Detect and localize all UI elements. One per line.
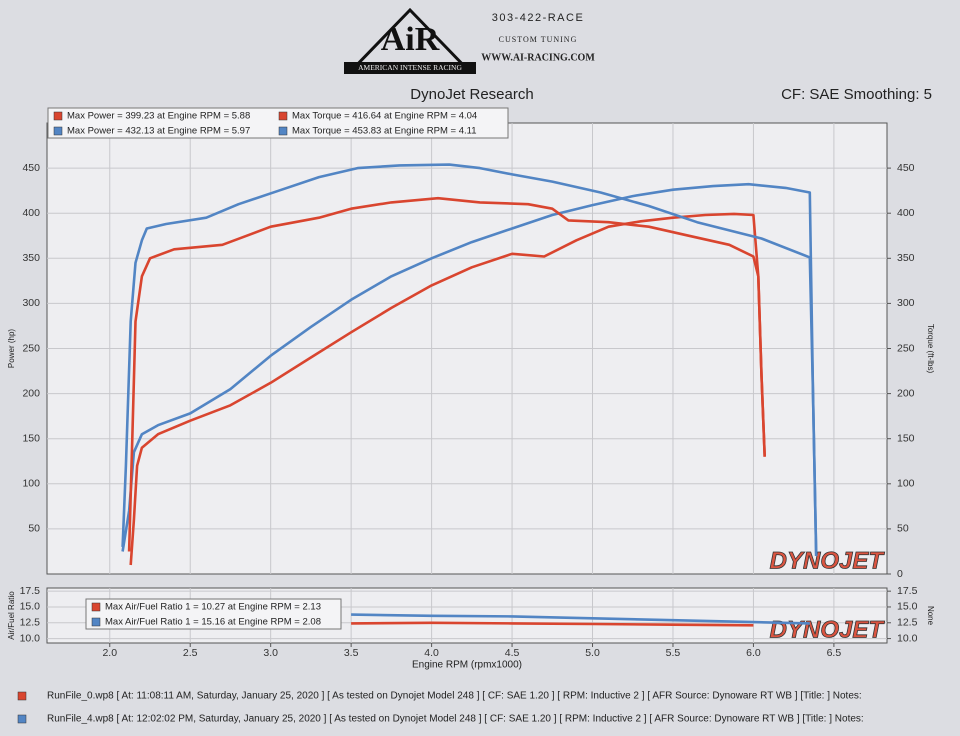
chart-subtitle: CF: SAE Smoothing: 5	[781, 86, 932, 103]
y-tick-label: 350	[22, 252, 40, 264]
y2-tick-label: 15.0	[897, 601, 918, 613]
plots: 50 100 150 200 250 300 350 400 450 0 50 100 150 200 25…	[7, 107, 935, 671]
legend-label: Max Air/Fuel Ratio 1 = 10.27 at Engine R…	[105, 602, 321, 613]
y-tick-label: 200	[22, 387, 40, 399]
y2-tick-label: 17.5	[897, 585, 918, 597]
y-tick-label: 250	[22, 342, 40, 354]
x-tick-label: 5.0	[585, 647, 600, 659]
y-tick-label: 17.5	[20, 585, 41, 597]
x-tick-label: 3.0	[263, 647, 278, 659]
series-line	[129, 212, 766, 566]
y2-tick-label: 350	[897, 252, 915, 264]
chart-title: DynoJet Research	[410, 86, 533, 103]
x-tick-label: 4.5	[505, 647, 520, 659]
series-line	[351, 613, 810, 625]
footer: RunFile_0.wp8 [ At: 11:08:11 AM, Saturda…	[17, 691, 864, 725]
y2-tick-label: 400	[897, 207, 915, 219]
y-tick-label: 50	[28, 523, 40, 535]
series-line	[351, 621, 754, 627]
legend-box	[47, 107, 509, 139]
watermark: DYNOJET	[770, 616, 886, 643]
y-tick-label: 150	[22, 432, 40, 444]
y2-tick-label: 450	[897, 162, 915, 174]
y-tick-label: 400	[22, 207, 40, 219]
run-info: RunFile_0.wp8 [ At: 11:08:11 AM, Saturda…	[47, 691, 862, 702]
y-tick-label: 450	[22, 162, 40, 174]
y-tick-label: 300	[22, 297, 40, 309]
x-tick-label: 2.0	[102, 647, 117, 659]
y2-tick-label: 50	[897, 523, 909, 535]
tagline: CUSTOM TUNING	[499, 35, 578, 44]
y2-tick-label: 300	[897, 297, 915, 309]
legend-box	[85, 598, 342, 630]
y2-tick-label: 12.5	[897, 617, 918, 629]
y-tick-label: 100	[22, 478, 40, 490]
y-axis-label: Power (hp)	[7, 329, 16, 368]
legend-label: Max Air/Fuel Ratio 1 = 15.16 at Engine R…	[105, 617, 321, 628]
logo-band	[344, 62, 476, 74]
legend-swatch	[53, 126, 63, 136]
run-info: RunFile_4.wp8 [ At: 12:02:02 PM, Saturda…	[47, 714, 864, 725]
x-tick-label: 6.5	[827, 647, 842, 659]
y-axis-label: Air/Fuel Ratio	[7, 591, 16, 640]
logo-text: AiR	[381, 21, 440, 58]
x-tick-label: 5.5	[666, 647, 681, 659]
legend-swatch	[53, 111, 63, 121]
logo: AiR AMERICAN INTENSE RACING	[344, 7, 476, 74]
x-tick-label: 2.5	[183, 647, 198, 659]
y2-tick-label: 250	[897, 342, 915, 354]
x-tick-label: 3.5	[344, 647, 359, 659]
run-swatch	[17, 714, 27, 724]
y2-tick-label: 10.0	[897, 632, 918, 644]
series-line	[121, 163, 818, 557]
legend-swatch	[278, 126, 288, 136]
legend-label: Max Power = 432.13 at Engine RPM = 5.97	[67, 126, 250, 137]
x-axis-label: Engine RPM (rpmx1000)	[412, 660, 522, 671]
series-line	[121, 182, 818, 557]
x-tick-label: 4.0	[424, 647, 439, 659]
y-tick-label: 10.0	[20, 632, 41, 644]
y2-tick-label: 100	[897, 478, 915, 490]
y-tick-label: 15.0	[20, 601, 41, 613]
y2-tick-label: 0	[897, 568, 903, 580]
legend-label: Max Torque = 416.64 at Engine RPM = 4.04	[292, 111, 477, 122]
y-tick-label: 12.5	[20, 617, 41, 629]
website: WWW.AI-RACING.COM	[481, 52, 595, 63]
legend-swatch	[91, 617, 101, 627]
series-line	[127, 196, 766, 552]
y2-axis-label: None	[926, 606, 935, 626]
plot: 50 100 150 200 250 300 350 400 450 0 50 100 150 200 25…	[7, 107, 935, 580]
y2-axis-label: Torque (ft-lbs)	[926, 324, 935, 374]
logo-subtitle: AMERICAN INTENSE RACING	[358, 63, 462, 72]
plot: 10.0 12.5 15.0 17.5 10.0 12.5 15.0 17.5 2.0 2.5 3.…	[7, 585, 935, 671]
y2-tick-label: 200	[897, 387, 915, 399]
legend-swatch	[91, 602, 101, 612]
watermark: DYNOJET	[770, 547, 886, 574]
legend-swatch	[278, 111, 288, 121]
run-swatch	[17, 691, 27, 701]
y2-tick-label: 150	[897, 432, 915, 444]
phone: 303-422-RACE	[492, 12, 585, 24]
x-tick-label: 6.0	[746, 647, 761, 659]
legend-label: Max Power = 399.23 at Engine RPM = 5.88	[67, 111, 250, 122]
legend-label: Max Torque = 453.83 at Engine RPM = 4.11	[292, 126, 477, 137]
